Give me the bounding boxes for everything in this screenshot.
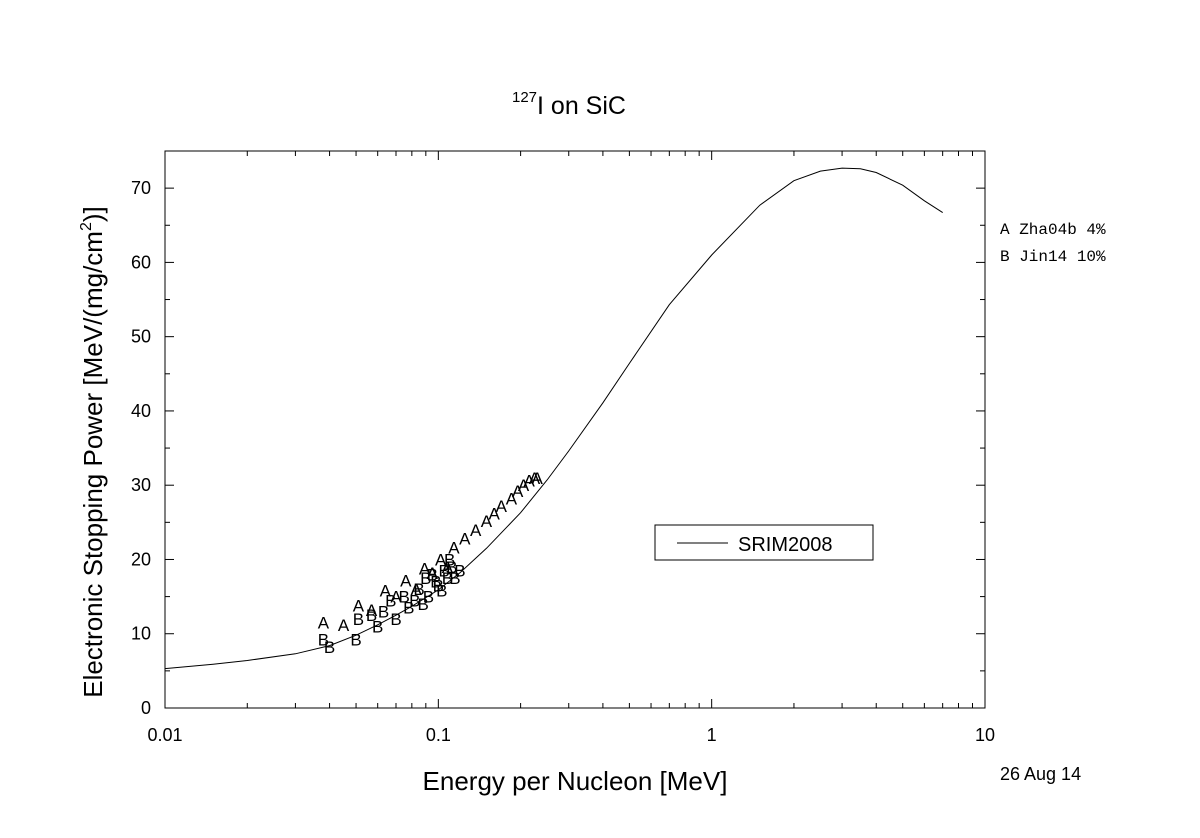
marker-b: B	[353, 610, 364, 629]
marker-a: A	[470, 521, 482, 540]
marker-b: B	[438, 562, 449, 581]
y-tick-label: 0	[141, 698, 151, 718]
marker-b: B	[449, 569, 460, 588]
marker-a: A	[400, 571, 412, 590]
marker-b: B	[403, 599, 414, 618]
marker-b: B	[442, 569, 453, 588]
marker-a: A	[506, 490, 518, 509]
marker-a: A	[366, 601, 378, 620]
x-tick-label: 0.01	[147, 725, 182, 745]
marker-a: A	[532, 469, 544, 488]
series-legend-a: A Zha04b 4%	[1000, 221, 1106, 239]
marker-a: A	[518, 476, 530, 495]
marker-b: B	[446, 558, 457, 577]
marker-a: A	[481, 512, 493, 531]
x-axis-tick-labels: 0.01 0.1 1 10	[147, 725, 995, 745]
y-axis-ticks	[165, 150, 985, 709]
date-stamp: 26 Aug 14	[1000, 764, 1081, 784]
marker-b: B	[350, 631, 361, 650]
marker-a: A	[524, 472, 536, 491]
marker-a: A	[442, 558, 454, 577]
marker-a: A	[488, 504, 500, 523]
y-axis-label-suffix: )]	[78, 206, 108, 222]
marker-a: A	[512, 482, 524, 501]
marker-b: B	[318, 631, 329, 650]
chart-title: 127I on SiC	[512, 89, 626, 120]
marker-a: A	[318, 614, 330, 633]
legend-label-srim2008: SRIM2008	[738, 534, 833, 556]
marker-b: B	[390, 610, 401, 629]
marker-b: B	[423, 588, 434, 607]
chart-title-superscript: 127	[512, 89, 537, 106]
y-tick-label: 20	[131, 549, 151, 569]
marker-b: B	[324, 638, 335, 657]
marker-b: B	[372, 617, 383, 636]
marker-b: B	[433, 576, 444, 595]
x-axis-label: Energy per Nucleon [MeV]	[423, 766, 728, 796]
marker-a: A	[419, 559, 431, 578]
marker-b: B	[420, 569, 431, 588]
x-tick-label: 0.1	[426, 725, 451, 745]
marker-b: B	[430, 573, 441, 592]
marker-b: B	[399, 588, 410, 607]
y-tick-label: 40	[131, 401, 151, 421]
marker-a: A	[380, 582, 392, 601]
marker-a: A	[459, 530, 471, 549]
y-tick-label: 50	[131, 327, 151, 347]
marker-b: B	[366, 606, 377, 625]
marker-b: B	[454, 562, 465, 581]
marker-b: B	[444, 550, 455, 569]
y-tick-label: 10	[131, 624, 151, 644]
y-tick-label: 60	[131, 252, 151, 272]
marker-a: A	[435, 550, 447, 569]
marker-a: A	[411, 580, 423, 599]
y-axis-label-main: Electronic Stopping Power [MeV/(mg/cm	[78, 231, 108, 698]
marker-a: A	[529, 469, 541, 488]
chart-title-main: I on SiC	[537, 92, 626, 120]
series-legend-b: B Jin14 10%	[1000, 248, 1106, 266]
marker-b: B	[413, 580, 424, 599]
marker-b: B	[409, 591, 420, 610]
x-tick-label: 10	[975, 725, 995, 745]
plot-frame	[164, 150, 986, 709]
y-tick-label: 70	[131, 178, 151, 198]
marker-b: B	[417, 595, 428, 614]
x-axis-ticks	[164, 151, 973, 708]
x-tick-label: 1	[707, 725, 717, 745]
marker-a: A	[427, 564, 439, 583]
marker-a: A	[448, 539, 460, 558]
y-axis-label-superscript: 2	[78, 222, 95, 231]
marker-a: A	[496, 497, 508, 516]
marker-b: B	[378, 602, 389, 621]
y-axis-tick-labels: 0 10 20 30 40 50 60 70	[131, 178, 151, 718]
y-tick-label: 30	[131, 475, 151, 495]
y-axis-label: Electronic Stopping Power [MeV/(mg/cm2)]	[78, 206, 108, 698]
srim2008-line	[164, 167, 943, 670]
marker-b: B	[385, 591, 396, 610]
marker-a: A	[353, 597, 365, 616]
marker-a: A	[338, 616, 350, 635]
marker-b: B	[427, 565, 438, 584]
marker-a: A	[390, 588, 402, 607]
marker-b: B	[436, 582, 447, 601]
